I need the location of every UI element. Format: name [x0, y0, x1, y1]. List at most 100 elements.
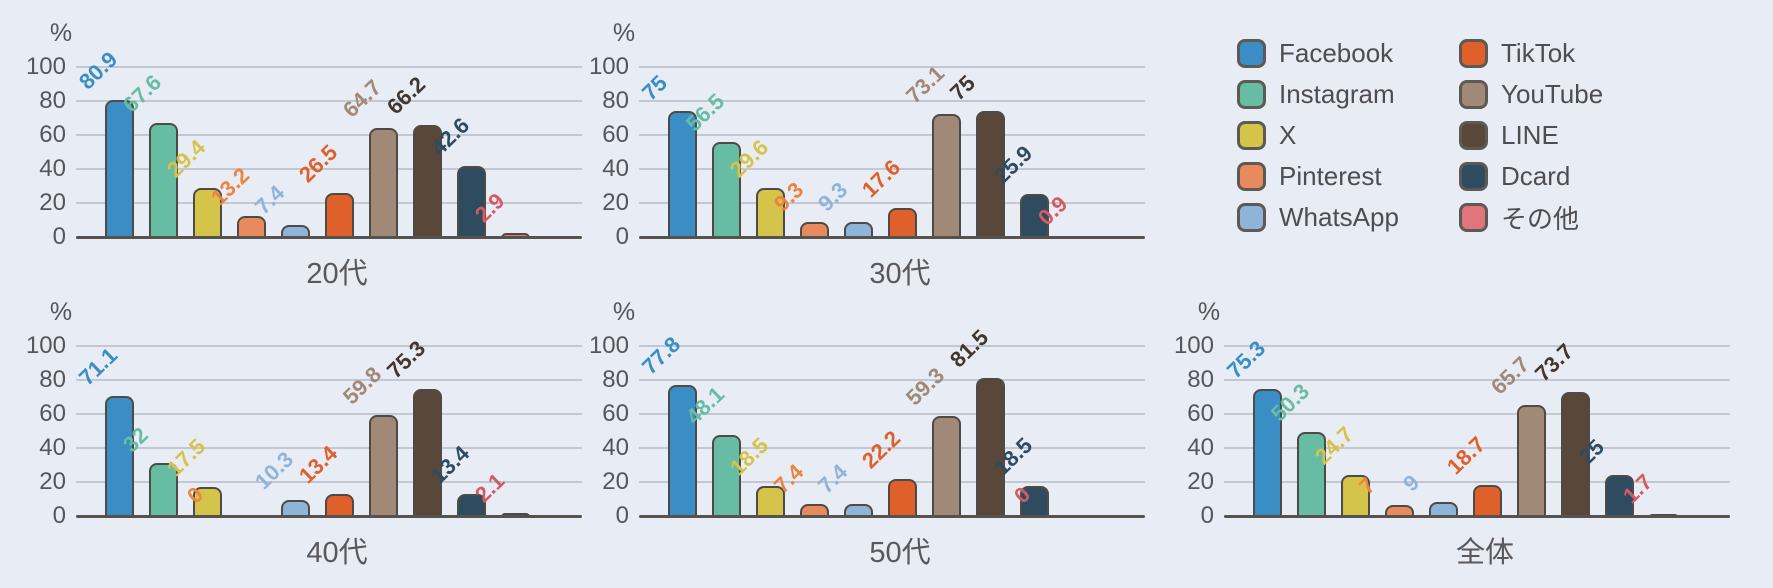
- bar-slot-youtube: 64.7: [338, 68, 406, 238]
- legend-item-instagram: Instagram: [1237, 74, 1459, 115]
- bar-slot-line: 73.7: [1530, 338, 1598, 517]
- gridline-60: [639, 413, 1145, 415]
- y-tick-label: 0: [52, 502, 66, 529]
- bar-instagram: [149, 123, 178, 238]
- y-tick-label: 20: [602, 189, 629, 216]
- legend-label-facebook: Facebook: [1279, 38, 1394, 68]
- bar-instagram: [1297, 431, 1326, 517]
- bar-whatsapp: [281, 225, 310, 238]
- bar-slot-dcard: 18.5: [989, 347, 1057, 517]
- y-tick-label: 0: [1200, 502, 1214, 529]
- bar-slot-dcard: 25.9: [989, 68, 1057, 238]
- legend: Facebook Instagram X Pinterest WhatsApp: [1237, 33, 1603, 238]
- bar-slot-youtube: 73.1: [901, 60, 969, 238]
- y-tick-label: 80: [39, 366, 66, 393]
- legend-swatch-facebook: [1237, 39, 1266, 68]
- chart-title-overall: 全体: [1455, 537, 1514, 569]
- legend-item-dcard: Dcard: [1459, 156, 1603, 197]
- y-tick-label: 20: [602, 468, 629, 495]
- bar-tiktok: [888, 479, 917, 517]
- y-tick-label: 80: [602, 87, 629, 114]
- gridline-40: [639, 447, 1145, 449]
- bar-slot-tiktok: 17.6: [857, 68, 925, 238]
- gridline-40: [76, 168, 582, 170]
- bar-instagram: [149, 462, 178, 517]
- bar-facebook: [1253, 389, 1282, 517]
- gridline-100: [76, 66, 582, 68]
- bar-slot-その他: 0: [1009, 347, 1101, 517]
- bar-instagram: [712, 435, 741, 517]
- gridline-100: [76, 345, 582, 347]
- gridline-20: [76, 481, 582, 483]
- legend-column-1: Facebook Instagram X Pinterest WhatsApp: [1237, 33, 1459, 238]
- bar-pinterest: [800, 222, 829, 238]
- bar-youtube: [369, 128, 398, 238]
- y-tick-label: 100: [588, 53, 629, 80]
- y-tick-label: 60: [602, 121, 629, 148]
- bar-slot-line: 75: [945, 68, 1013, 238]
- bar-slot-line: 81.5: [945, 325, 1013, 517]
- chart-30s: % 0 20 40 60 80 100 75 56.5 29.6 9.3 9.3 17.6 73.1 75 2…: [575, 16, 1145, 301]
- gridline-100: [639, 345, 1145, 347]
- value-label-facebook: 71.1: [73, 342, 123, 391]
- legend-label-line: LINE: [1501, 120, 1559, 150]
- bar-slot-whatsapp: 10.3: [250, 347, 318, 517]
- gridline-60: [1224, 413, 1730, 415]
- legend-item-sonota: その他: [1459, 197, 1603, 238]
- gridline-80: [1224, 379, 1730, 381]
- y-axis-unit: %: [612, 19, 636, 47]
- y-axis-unit: %: [1197, 298, 1221, 326]
- bar-slot-instagram: 48.1: [681, 347, 749, 517]
- bar-slot-dcard: 42.6: [426, 68, 494, 238]
- bar-slot-pinterest: 13.2: [206, 68, 274, 238]
- chart-title-50s: 50代: [869, 537, 931, 569]
- bar-slot-facebook: 75.3: [1222, 336, 1290, 517]
- legend-item-x: X: [1237, 115, 1459, 156]
- bar-slot-youtube: 59.8: [338, 347, 406, 517]
- plot-area-overall: % 0 20 40 60 80 100 75.3 50.3 24.7 7 9 18.7 65.7 73.7 2…: [1174, 298, 1730, 529]
- bar-slot-その他: 1.7: [1618, 347, 1686, 517]
- bars: 75 56.5 29.6 9.3 9.3 17.6 73.1 75 25.9 0.9: [637, 60, 1101, 238]
- bar-x: [193, 487, 222, 517]
- y-tick-label: 100: [588, 332, 629, 359]
- bar-x: [756, 187, 785, 238]
- x-axis-line: [76, 236, 582, 239]
- y-tick-label: 40: [39, 155, 66, 182]
- chart-40s: % 0 20 40 60 80 100 71.1 32 17.5 0 10.3 13.4 59.8 75.3…: [12, 295, 582, 580]
- bar-slot-pinterest: 7.4: [769, 347, 837, 517]
- gridline-40: [639, 168, 1145, 170]
- y-tick-label: 40: [39, 434, 66, 461]
- plot-area-50s: % 0 20 40 60 80 100 77.8 48.1 18.5 7.4 7.4 22.2 59.3 8…: [589, 298, 1145, 529]
- x-axis-line: [639, 515, 1145, 518]
- gridline-80: [76, 100, 582, 102]
- y-tick-label: 80: [39, 87, 66, 114]
- legend-swatch-pinterest: [1237, 162, 1266, 191]
- bar-slot-dcard: 13.4: [426, 347, 494, 517]
- legend-item-whatsapp: WhatsApp: [1237, 197, 1459, 238]
- gridline-60: [639, 134, 1145, 136]
- bar-slot-x: 17.5: [162, 347, 230, 517]
- plot-area-30s: % 0 20 40 60 80 100 75 56.5 29.6 9.3 9.3 17.6 73.1 75 2…: [589, 19, 1145, 250]
- bar-slot-whatsapp: 7.4: [250, 68, 318, 238]
- bar-slot-tiktok: 22.2: [857, 347, 925, 517]
- bar-slot-youtube: 65.7: [1486, 347, 1554, 517]
- gridline-100: [639, 66, 1145, 68]
- bar-dcard: [457, 165, 486, 238]
- bar-tiktok: [325, 192, 354, 238]
- bar-slot-instagram: 50.3: [1266, 347, 1334, 517]
- y-tick-label: 0: [52, 223, 66, 250]
- bar-whatsapp: [844, 222, 873, 238]
- legend-swatch-x: [1237, 121, 1266, 150]
- legend-label-tiktok: TikTok: [1501, 38, 1576, 68]
- legend-swatch-sonota: [1459, 203, 1488, 232]
- bar-whatsapp: [1429, 501, 1458, 517]
- bars: 77.8 48.1 18.5 7.4 7.4 22.2 59.3 81.5 18.5 0: [637, 325, 1101, 517]
- gridline-60: [76, 413, 582, 415]
- bar-whatsapp: [844, 504, 873, 517]
- gridline-80: [639, 100, 1145, 102]
- bar-slot-tiktok: 13.4: [294, 347, 362, 517]
- bar-slot-その他: 0.9: [1033, 68, 1101, 238]
- bar-youtube: [1517, 405, 1546, 517]
- bar-slot-x: 29.4: [162, 68, 230, 238]
